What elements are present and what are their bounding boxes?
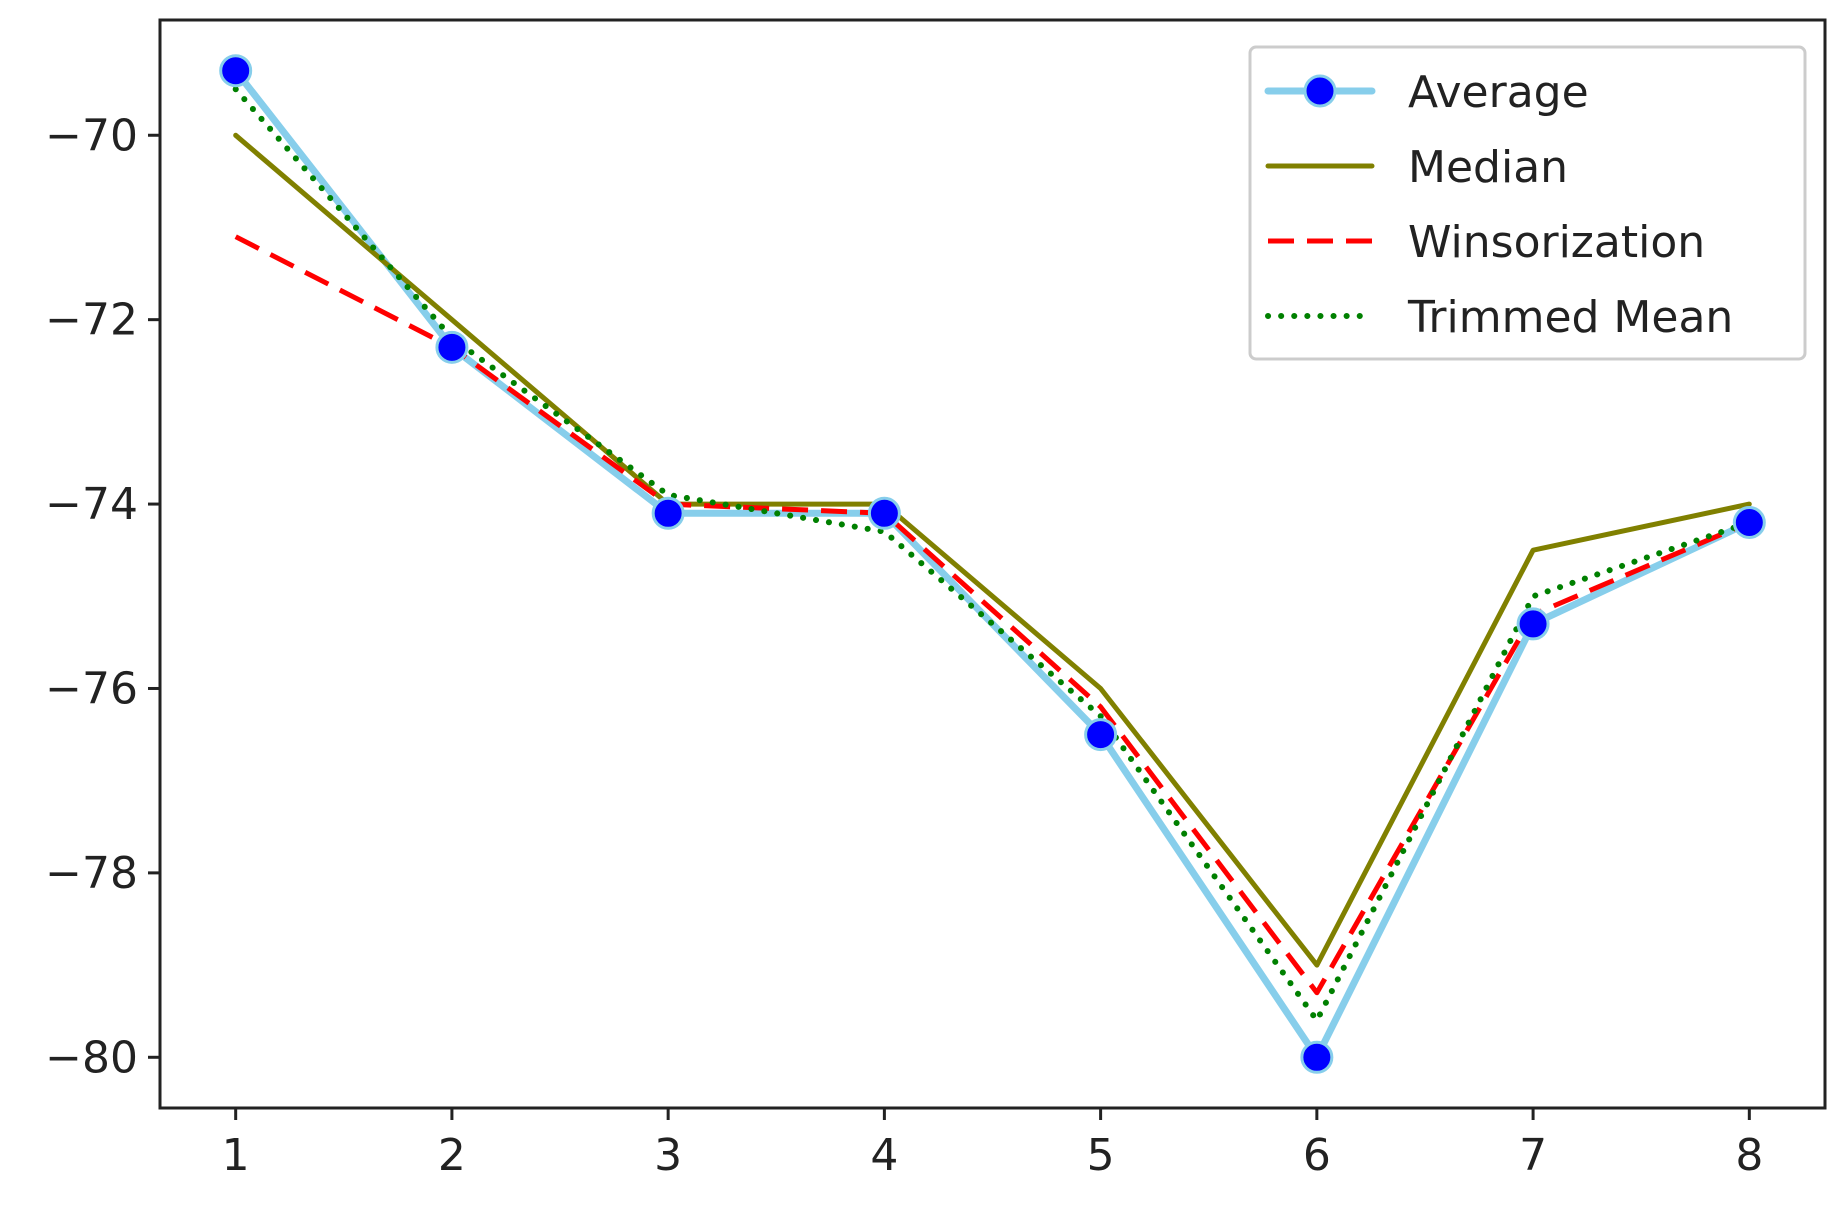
y-tick-label: −80 [45,1032,138,1083]
series-line-winsorization [234,234,1751,996]
axes-layer: 1 2 3 4 5 6 7 8 −70 −72 −74 −76 −78 −80 [45,110,1763,1181]
legend: Average Median Winsorization Trimmed Mean [1248,45,1807,361]
data-point-average [1084,718,1118,752]
data-point-average [1300,1040,1334,1074]
x-tick-label: 1 [222,1130,250,1181]
legend-label: Median [1408,142,1568,193]
x-tick-label: 2 [438,1130,466,1181]
y-tick-label: −74 [45,479,138,530]
legend-label: Trimmed Mean [1407,292,1733,343]
x-tick-label: 8 [1735,1130,1763,1181]
data-point-average [651,496,685,530]
legend-box [1248,45,1807,361]
y-tick-label: −72 [45,295,138,346]
x-tick-label: 3 [654,1130,682,1181]
legend-marker [1303,74,1337,108]
series-line-median [233,132,1752,968]
series-layer [219,54,1766,1074]
series-line-trimmed-mean [232,86,1753,1024]
y-tick-label: −78 [45,848,138,899]
data-point-average [1732,506,1766,540]
x-tick-label: 7 [1519,1130,1547,1181]
data-point-average [867,496,901,530]
data-point-average [219,54,253,88]
data-point-average [1516,607,1550,641]
legend-label: Average [1408,67,1589,118]
y-tick-label: −70 [45,110,138,161]
x-tick-label: 6 [1303,1130,1331,1181]
x-tick-label: 5 [1087,1130,1115,1181]
legend-label: Winsorization [1408,217,1705,268]
y-tick-label: −76 [45,663,138,714]
data-point-average [435,330,469,364]
x-tick-label: 4 [870,1130,898,1181]
